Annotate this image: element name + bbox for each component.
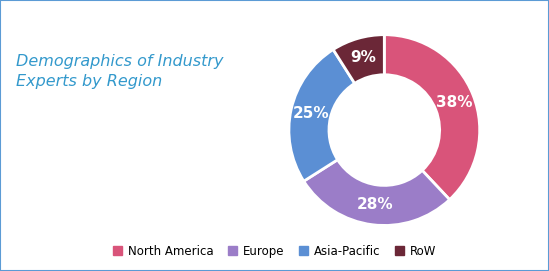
Wedge shape [289,50,355,181]
Wedge shape [304,160,450,225]
Text: 28%: 28% [356,197,393,212]
Text: 38%: 38% [436,95,473,110]
Text: 25%: 25% [293,106,329,121]
Legend: North America, Europe, Asia-Pacific, RoW: North America, Europe, Asia-Pacific, RoW [108,240,441,262]
Text: Demographics of Industry
Experts by Region: Demographics of Industry Experts by Regi… [16,54,224,89]
Text: 9%: 9% [350,50,376,65]
Wedge shape [384,35,480,200]
Wedge shape [333,35,384,83]
